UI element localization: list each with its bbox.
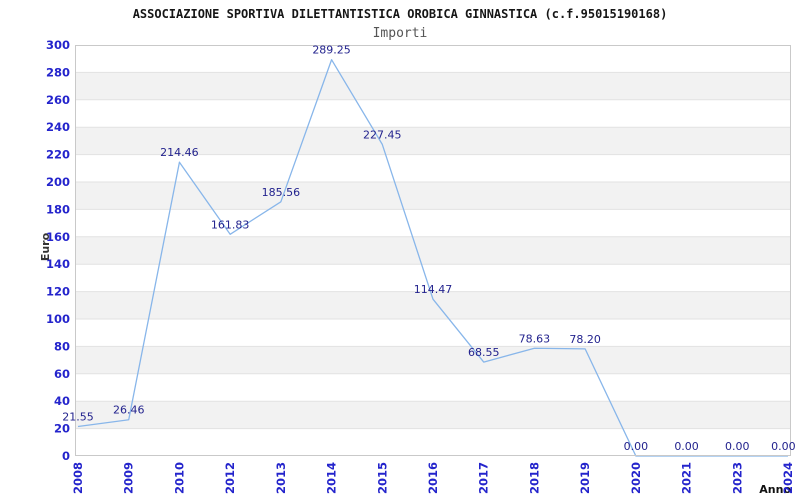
x-tick-label: 2012: [223, 462, 237, 494]
plot-band: [76, 236, 790, 265]
plot-band: [76, 182, 790, 210]
y-tick-label: 140: [46, 257, 70, 271]
y-tick-label: 60: [54, 367, 70, 381]
y-tick-label: 260: [46, 93, 70, 107]
plot-border: [75, 45, 791, 456]
plot-band: [76, 291, 790, 319]
data-label: 68.55: [468, 346, 500, 359]
x-tick-label: 2009: [122, 462, 136, 494]
y-tick-label: 220: [46, 148, 70, 162]
data-label: 0.00: [725, 440, 750, 453]
y-tick-label: 180: [46, 202, 70, 216]
y-tick-label: 40: [54, 394, 70, 408]
y-tick-label: 300: [46, 38, 70, 52]
data-label: 78.20: [569, 333, 601, 346]
y-tick-label: 120: [46, 285, 70, 299]
x-tick-label: 2014: [325, 462, 339, 494]
plot-band: [76, 346, 790, 374]
data-label: 0.00: [771, 440, 796, 453]
x-tick-label: 2018: [527, 462, 541, 494]
data-label: 114.47: [414, 283, 453, 296]
x-axis-title: Anno: [759, 483, 791, 496]
data-label: 26.46: [113, 404, 145, 417]
x-tick-label: 2021: [680, 462, 694, 494]
y-tick-label: 200: [46, 175, 70, 189]
y-tick-label: 80: [54, 339, 70, 353]
x-tick-label: 2016: [426, 462, 440, 494]
x-tick-label: 2015: [375, 462, 389, 494]
plot-band: [76, 401, 790, 429]
data-label: 78.63: [519, 332, 551, 345]
x-tick-label: 2023: [730, 462, 744, 494]
y-tick-label: 280: [46, 65, 70, 79]
plot-band: [76, 72, 790, 100]
chart-title: ASSOCIAZIONE SPORTIVA DILETTANTISTICA OR…: [132, 7, 668, 21]
x-tick-label: 2008: [71, 462, 85, 494]
x-tick-label: 2024: [781, 462, 795, 494]
y-tick-label: 100: [46, 312, 70, 326]
y-tick-label: 240: [46, 120, 70, 134]
data-label: 161.83: [211, 218, 250, 231]
data-label: 0.00: [674, 440, 699, 453]
chart-subtitle: Importi: [372, 26, 428, 41]
x-tick-label: 2020: [629, 462, 643, 494]
data-label: 0.00: [624, 440, 649, 453]
y-tick-label: 0: [62, 449, 70, 463]
x-tick-label: 2017: [477, 462, 491, 494]
y-tick-label: 20: [54, 422, 70, 436]
data-label: 227.45: [363, 128, 402, 141]
data-label: 185.56: [262, 186, 301, 199]
x-tick-label: 2019: [578, 462, 592, 494]
data-label: 289.25: [312, 44, 351, 57]
x-tick-label: 2013: [274, 462, 288, 494]
plot-band: [76, 127, 790, 155]
y-tick-label: 160: [46, 230, 70, 244]
data-label: 214.46: [160, 146, 199, 159]
x-tick-label: 2010: [172, 462, 186, 494]
data-label: 21.55: [62, 410, 94, 423]
